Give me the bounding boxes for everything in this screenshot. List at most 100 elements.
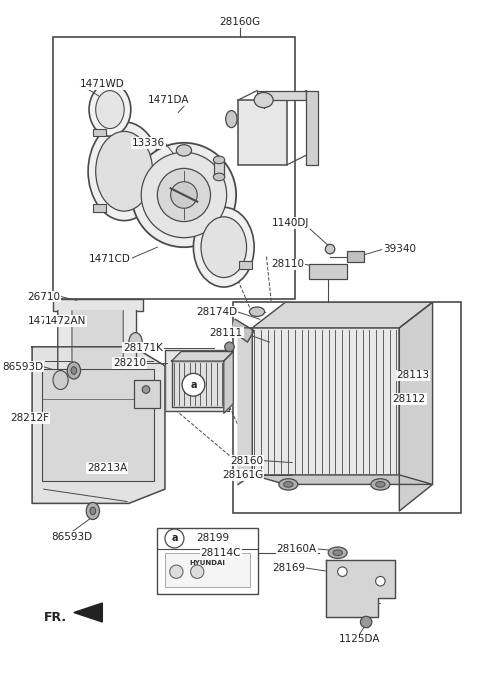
Text: 28111: 28111 xyxy=(210,328,243,338)
Ellipse shape xyxy=(90,507,96,514)
Bar xyxy=(239,261,252,269)
Text: a: a xyxy=(190,380,197,390)
Text: 28114C: 28114C xyxy=(200,547,241,558)
Bar xyxy=(53,299,143,311)
Text: 28199: 28199 xyxy=(196,534,229,543)
Ellipse shape xyxy=(53,370,68,390)
Bar xyxy=(53,36,295,299)
Circle shape xyxy=(225,342,234,351)
Polygon shape xyxy=(224,351,233,413)
Bar xyxy=(252,328,399,475)
Polygon shape xyxy=(172,351,233,361)
Text: 28110: 28110 xyxy=(272,259,304,270)
Ellipse shape xyxy=(86,502,99,519)
Ellipse shape xyxy=(328,547,347,558)
Bar xyxy=(133,380,160,408)
Circle shape xyxy=(325,244,335,254)
Text: 1471CD: 1471CD xyxy=(89,254,131,263)
Circle shape xyxy=(376,576,385,586)
Bar xyxy=(157,528,258,595)
Bar xyxy=(93,128,106,136)
Polygon shape xyxy=(58,311,136,394)
Ellipse shape xyxy=(213,156,225,164)
Bar xyxy=(233,303,461,513)
Bar xyxy=(172,361,224,407)
Bar xyxy=(165,350,229,412)
Ellipse shape xyxy=(201,217,247,278)
Text: 1471DA: 1471DA xyxy=(148,95,190,105)
Bar xyxy=(42,368,154,481)
Text: 28161G: 28161G xyxy=(222,470,264,480)
Text: 28160A: 28160A xyxy=(276,544,317,554)
Ellipse shape xyxy=(157,169,211,222)
Polygon shape xyxy=(72,311,123,378)
Text: FR.: FR. xyxy=(44,611,67,624)
Polygon shape xyxy=(231,319,254,342)
Circle shape xyxy=(170,565,183,578)
Ellipse shape xyxy=(333,550,342,556)
Text: 1125DA: 1125DA xyxy=(339,635,380,644)
Polygon shape xyxy=(32,347,165,504)
Text: 28213A: 28213A xyxy=(87,463,127,473)
Text: 28169: 28169 xyxy=(272,563,305,573)
Polygon shape xyxy=(399,303,432,511)
Ellipse shape xyxy=(96,91,124,128)
Circle shape xyxy=(191,565,204,578)
Polygon shape xyxy=(238,328,252,484)
Polygon shape xyxy=(252,303,432,328)
Ellipse shape xyxy=(279,479,298,490)
Circle shape xyxy=(360,616,372,628)
Ellipse shape xyxy=(226,110,237,128)
Bar xyxy=(347,251,364,262)
Bar xyxy=(238,100,288,165)
Ellipse shape xyxy=(89,83,131,136)
Bar xyxy=(93,204,106,212)
Text: HYUNDAI: HYUNDAI xyxy=(190,560,226,566)
Bar xyxy=(214,160,224,177)
Text: 28160: 28160 xyxy=(231,456,264,466)
Ellipse shape xyxy=(254,93,273,108)
Ellipse shape xyxy=(67,362,81,379)
Text: 28112: 28112 xyxy=(393,394,426,404)
Polygon shape xyxy=(326,560,395,617)
Text: 1471WD: 1471WD xyxy=(80,79,124,89)
Ellipse shape xyxy=(284,482,293,487)
Ellipse shape xyxy=(88,122,160,221)
Ellipse shape xyxy=(142,386,150,393)
Ellipse shape xyxy=(132,143,236,247)
Text: 39340: 39340 xyxy=(383,244,416,254)
Text: 1472AM: 1472AM xyxy=(27,316,70,327)
Text: 28171K: 28171K xyxy=(123,343,163,353)
Ellipse shape xyxy=(376,482,385,487)
Ellipse shape xyxy=(141,152,227,237)
Ellipse shape xyxy=(71,367,77,375)
Text: 28113: 28113 xyxy=(396,370,430,380)
Text: 28160G: 28160G xyxy=(219,17,261,27)
Text: 28210: 28210 xyxy=(113,358,146,368)
Text: 1472AN: 1472AN xyxy=(45,316,86,327)
Ellipse shape xyxy=(193,207,254,287)
Bar xyxy=(257,91,306,100)
Circle shape xyxy=(182,373,205,396)
Bar xyxy=(309,264,347,279)
Ellipse shape xyxy=(250,307,264,316)
Ellipse shape xyxy=(371,479,390,490)
Text: 28174D: 28174D xyxy=(196,307,237,317)
Text: 1140DJ: 1140DJ xyxy=(272,218,309,228)
Ellipse shape xyxy=(213,173,225,180)
Text: 28212F: 28212F xyxy=(10,413,49,423)
Text: 13336: 13336 xyxy=(132,138,165,147)
Bar xyxy=(165,553,251,587)
Ellipse shape xyxy=(96,132,153,211)
Text: 86593D: 86593D xyxy=(2,362,44,372)
Ellipse shape xyxy=(129,333,142,351)
Polygon shape xyxy=(74,603,102,622)
Polygon shape xyxy=(252,475,432,484)
Ellipse shape xyxy=(176,145,192,156)
Text: a: a xyxy=(171,534,178,543)
Ellipse shape xyxy=(171,182,197,209)
Circle shape xyxy=(165,529,184,548)
Text: 86593D: 86593D xyxy=(51,532,93,542)
Bar xyxy=(306,91,318,165)
Text: 26710: 26710 xyxy=(27,292,60,302)
